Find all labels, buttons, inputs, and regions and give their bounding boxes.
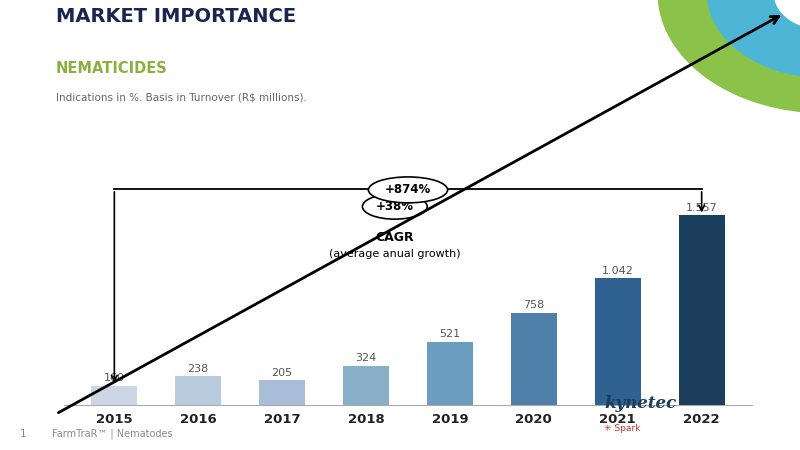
Text: ✳ Spark: ✳ Spark bbox=[604, 424, 640, 433]
Text: Indications in %. Basis in Turnover (R$ millions).: Indications in %. Basis in Turnover (R$ … bbox=[56, 92, 307, 102]
Ellipse shape bbox=[368, 177, 448, 203]
Text: (average anual growth): (average anual growth) bbox=[329, 249, 461, 259]
Bar bbox=[175, 376, 222, 405]
Text: 160: 160 bbox=[104, 373, 125, 383]
Text: kynetec: kynetec bbox=[604, 395, 676, 412]
Text: NEMATICIDES: NEMATICIDES bbox=[56, 61, 168, 76]
Wedge shape bbox=[658, 0, 800, 113]
Text: FarmTraR™ | Nematodes: FarmTraR™ | Nematodes bbox=[52, 428, 173, 439]
Text: MARKET IMPORTANCE: MARKET IMPORTANCE bbox=[56, 7, 296, 26]
Bar bbox=[678, 216, 725, 405]
Text: 758: 758 bbox=[523, 300, 545, 310]
Text: 1: 1 bbox=[20, 429, 26, 439]
Text: 205: 205 bbox=[271, 368, 293, 378]
Text: 324: 324 bbox=[355, 353, 377, 363]
Text: 1.042: 1.042 bbox=[602, 266, 634, 276]
Bar bbox=[91, 386, 138, 405]
Text: +38%: +38% bbox=[376, 200, 414, 213]
Text: CAGR: CAGR bbox=[375, 231, 414, 244]
Bar bbox=[343, 365, 389, 405]
Bar bbox=[259, 380, 306, 405]
Ellipse shape bbox=[362, 194, 427, 219]
Text: 1.557: 1.557 bbox=[686, 203, 718, 213]
Text: 238: 238 bbox=[188, 364, 209, 374]
Wedge shape bbox=[707, 0, 800, 78]
Text: 521: 521 bbox=[439, 329, 461, 339]
Bar bbox=[510, 313, 557, 405]
Bar bbox=[427, 342, 473, 405]
Bar bbox=[594, 278, 641, 405]
Text: +874%: +874% bbox=[385, 184, 431, 196]
